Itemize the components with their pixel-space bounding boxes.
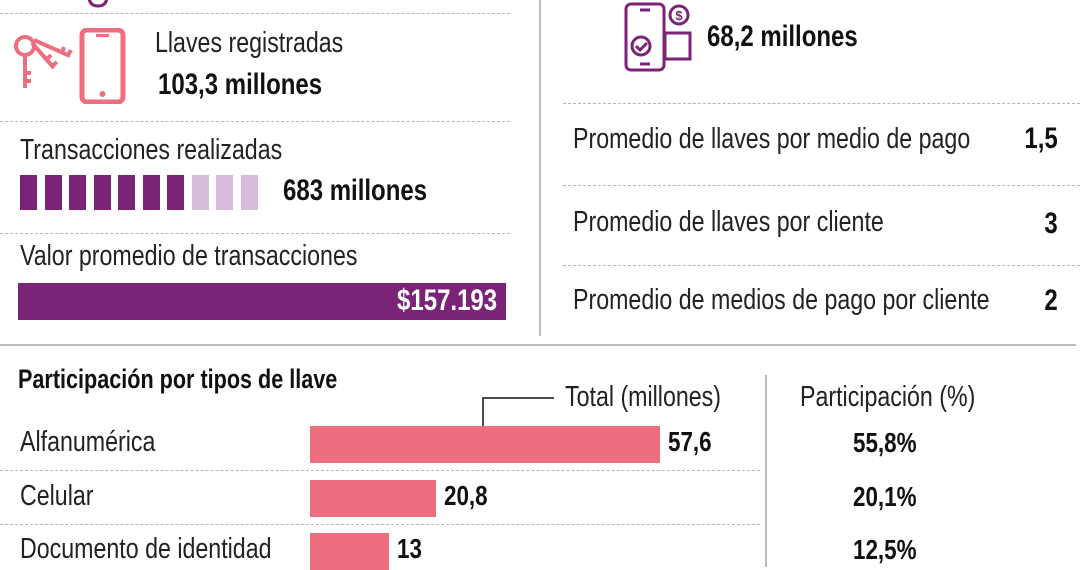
- filled-block: [93, 175, 111, 210]
- category-label: Celular: [20, 479, 94, 512]
- promedio-value: 2: [1044, 284, 1058, 317]
- promedio-label: Promedio de medios de pago por cliente: [573, 284, 990, 316]
- filled-block: [118, 175, 135, 210]
- llaves-label: Llaves registradas: [155, 27, 344, 59]
- category-label: Alfanumérica: [20, 426, 156, 458]
- empty-block: [240, 175, 258, 210]
- empty-block: [216, 175, 233, 210]
- divider: [0, 233, 510, 234]
- filled-block: [20, 175, 37, 210]
- keys-phone-icon: [14, 28, 126, 104]
- value-label: 57,6: [668, 426, 712, 457]
- bar: [310, 479, 437, 517]
- category-label: Documento de identidad: [20, 533, 272, 565]
- valor-promedio-bar: [18, 283, 506, 320]
- bar: [310, 426, 660, 463]
- row-divider: [0, 470, 760, 471]
- chart-divider: [765, 375, 767, 567]
- divider: [563, 265, 1080, 266]
- llaves-value: 103,3 millones: [158, 68, 323, 101]
- value-header: Total (millones): [565, 381, 721, 413]
- divider: [0, 121, 510, 122]
- transacciones-label: Transacciones realizadas: [20, 134, 283, 166]
- divider: [563, 185, 1080, 186]
- column-divider: [539, 0, 541, 336]
- valor-promedio-value: $157.193: [396, 284, 497, 317]
- partial-icon: [87, 0, 109, 8]
- mobile-payment-icon: $: [624, 2, 692, 72]
- share-label: 20,1%: [853, 480, 917, 512]
- promedio-value: 1,5: [1024, 122, 1058, 155]
- svg-text:$: $: [675, 8, 683, 23]
- chart-title: Participación por tipos de llave: [18, 364, 338, 394]
- filled-block: [142, 175, 160, 210]
- share-label: 55,8%: [853, 427, 917, 458]
- divider: [0, 13, 510, 14]
- filled-block: [69, 175, 86, 210]
- share-label: 12,5%: [853, 534, 917, 565]
- bar: [310, 533, 389, 570]
- share-header: Participación (%): [800, 381, 976, 413]
- row-divider: [0, 523, 760, 525]
- value-label: 20,8: [444, 479, 488, 511]
- transacciones-value: 683 millones: [283, 174, 428, 207]
- divider: [563, 103, 1080, 104]
- filled-block: [44, 175, 62, 210]
- clientes-value: 68,2 millones: [707, 20, 858, 53]
- valor-promedio-label: Valor promedio de transacciones: [20, 240, 358, 272]
- empty-block: [191, 175, 209, 210]
- promedio-label: Promedio de llaves por medio de pago: [573, 123, 971, 155]
- promedio-value: 3: [1044, 207, 1058, 240]
- filled-block: [167, 175, 184, 210]
- value-label: 13: [396, 533, 422, 564]
- section-divider: [0, 344, 1076, 346]
- promedio-label: Promedio de llaves por cliente: [573, 206, 884, 238]
